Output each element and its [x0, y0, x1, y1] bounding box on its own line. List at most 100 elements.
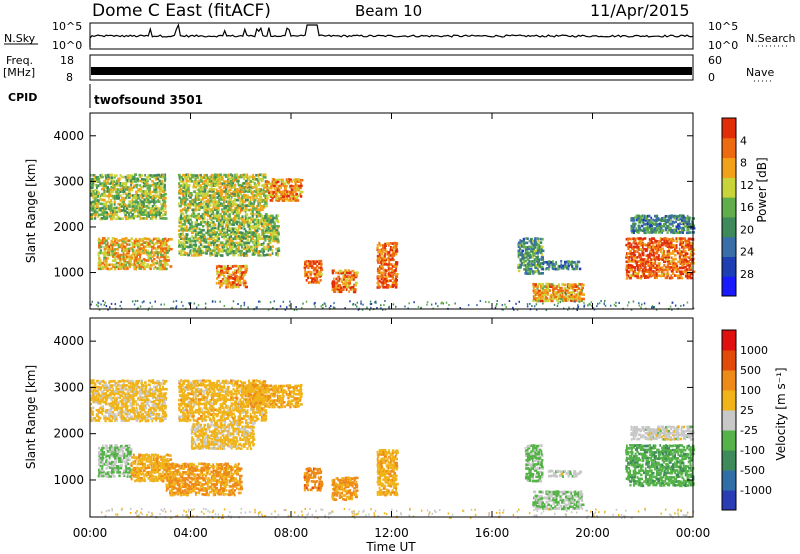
heatmap-cell	[198, 194, 201, 198]
heatmap-cell	[545, 285, 549, 289]
heatmap-cell	[505, 306, 507, 308]
heatmap-cell	[275, 237, 279, 241]
heatmap-cell	[203, 215, 206, 218]
heatmap-cell	[672, 231, 676, 235]
heatmap-cell	[241, 202, 244, 206]
heatmap-cell	[666, 231, 669, 234]
heatmap-cell	[101, 265, 104, 269]
heatmap-cell	[104, 301, 106, 304]
heatmap-cell	[203, 205, 207, 208]
heatmap-cell	[686, 276, 689, 280]
heatmap-cell	[522, 245, 526, 249]
heatmap-cell	[272, 307, 274, 310]
heatmap-cell	[214, 300, 217, 303]
heatmap-cell	[252, 231, 256, 234]
heatmap-cell	[113, 406, 116, 410]
heatmap-cell	[135, 392, 138, 396]
heatmap-cell	[140, 190, 144, 193]
heatmap-cell	[189, 237, 192, 240]
heatmap-cell	[244, 206, 248, 210]
heatmap-cell	[188, 241, 192, 245]
heatmap-cell	[178, 188, 181, 192]
heatmap-cell	[553, 290, 557, 294]
heatmap-cell	[248, 182, 251, 185]
heatmap-cell	[529, 237, 533, 241]
heatmap-cell	[183, 186, 186, 189]
heatmap-cell	[533, 262, 536, 265]
heatmap-cell	[237, 254, 240, 257]
heatmap-cell	[203, 185, 207, 189]
heatmap-cell	[144, 237, 147, 240]
heatmap-cell	[112, 247, 114, 251]
heatmap-cell	[196, 222, 199, 226]
heatmap-cell	[504, 303, 506, 306]
heatmap-cell	[236, 229, 240, 232]
heatmap-cell	[230, 243, 233, 246]
heatmap-cell	[182, 182, 186, 185]
heatmap-cell	[234, 214, 237, 218]
heatmap-cell	[129, 415, 133, 419]
heatmap-cell	[260, 237, 264, 241]
heatmap-cell	[194, 192, 198, 195]
heatmap-cell	[194, 249, 198, 253]
heatmap-cell	[164, 396, 168, 400]
heatmap-cell	[126, 211, 129, 214]
heatmap-cell	[124, 402, 128, 406]
heatmap-cell	[112, 259, 116, 262]
heatmap-cell	[198, 208, 201, 211]
heatmap-cell	[376, 269, 380, 273]
heatmap-cell	[668, 228, 671, 232]
heatmap-cell	[618, 301, 620, 304]
heatmap-cell	[255, 183, 258, 187]
heatmap-cell	[183, 217, 186, 220]
heatmap-cell	[240, 275, 243, 279]
heatmap-cell	[90, 192, 93, 196]
heatmap-cell	[112, 411, 115, 414]
heatmap-cell	[195, 306, 198, 309]
heatmap-cell	[539, 262, 543, 265]
heatmap-cell	[345, 271, 348, 275]
heatmap-cell	[272, 216, 275, 220]
heatmap-cell	[127, 381, 132, 384]
heatmap-cell	[224, 227, 227, 230]
heatmap-cell	[655, 216, 659, 220]
heatmap-cell	[550, 263, 554, 266]
heatmap-cell	[103, 202, 106, 206]
heatmap-cell	[258, 177, 262, 181]
heatmap-cell	[257, 241, 260, 244]
heatmap-cell	[103, 381, 107, 384]
heatmap-cell	[239, 204, 242, 208]
heatmap-cell	[228, 216, 232, 220]
heatmap-cell	[255, 229, 259, 232]
heatmap-cell	[96, 392, 98, 395]
heatmap-cell	[236, 279, 239, 282]
heatmap-cell	[133, 412, 136, 416]
heatmap-cell	[198, 186, 201, 190]
heatmap-cell	[244, 215, 247, 218]
heatmap-cell	[160, 303, 162, 306]
heatmap-cell	[129, 410, 132, 414]
heatmap-cell	[280, 196, 283, 200]
heatmap-cell	[687, 276, 690, 280]
heatmap-cell	[160, 394, 163, 398]
heatmap-cell	[532, 282, 535, 286]
heatmap-cell	[108, 197, 110, 200]
heatmap-cell	[669, 216, 673, 220]
heatmap-cell	[547, 282, 550, 286]
heatmap-cell	[643, 247, 646, 251]
heatmap-cell	[237, 265, 240, 268]
heatmap-cell	[139, 217, 142, 221]
heatmap-cell	[134, 410, 138, 414]
heatmap-cell	[525, 269, 528, 273]
heatmap-cell	[259, 220, 263, 224]
heatmap-cell	[665, 272, 668, 276]
heatmap-cell	[119, 415, 121, 419]
heatmap-cell	[270, 214, 274, 218]
heatmap-cell	[122, 245, 126, 248]
heatmap-cell	[644, 258, 647, 261]
colorbar-tick-label: 24	[740, 246, 754, 259]
heatmap-cell	[223, 216, 226, 220]
heatmap-cell	[124, 400, 128, 404]
heatmap-cell	[164, 237, 167, 241]
heatmap-cell	[276, 226, 279, 230]
